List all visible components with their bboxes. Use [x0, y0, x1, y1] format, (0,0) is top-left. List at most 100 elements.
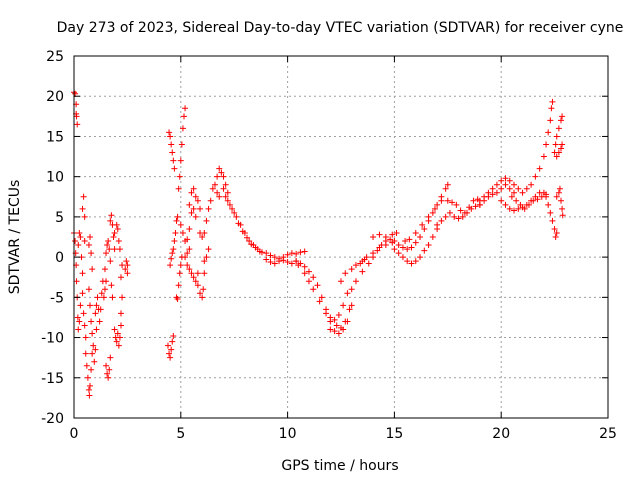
data-point	[365, 260, 372, 267]
data-point	[421, 247, 428, 254]
y-tick-label: 10	[46, 170, 64, 186]
y-tick-label: 25	[46, 49, 64, 65]
data-point	[276, 258, 283, 265]
data-point	[88, 366, 95, 373]
data-point	[111, 229, 118, 236]
data-point	[81, 322, 88, 329]
data-point	[107, 258, 114, 265]
data-point	[168, 141, 175, 148]
data-point	[461, 209, 468, 216]
data-point	[511, 207, 518, 214]
data-point	[97, 306, 104, 313]
data-point	[87, 382, 94, 389]
data-point	[117, 310, 124, 317]
data-point	[553, 133, 560, 140]
data-point	[293, 250, 300, 257]
data-point	[442, 185, 449, 192]
data-point	[124, 262, 131, 269]
data-point	[170, 246, 177, 253]
data-point	[199, 234, 206, 240]
data-point	[532, 173, 539, 180]
data-point	[389, 231, 396, 238]
data-point	[485, 193, 492, 200]
data-point	[455, 215, 462, 222]
data-point	[502, 175, 509, 182]
data-point	[85, 286, 92, 293]
data-point	[186, 225, 193, 232]
data-point	[446, 209, 453, 216]
data-point	[444, 197, 451, 204]
data-point	[85, 242, 92, 249]
data-point	[175, 185, 182, 192]
data-point	[76, 229, 83, 236]
data-point	[327, 318, 334, 325]
data-point	[352, 262, 359, 269]
y-tick-label: -5	[50, 290, 64, 306]
data-point	[338, 278, 344, 285]
data-point	[177, 157, 184, 164]
data-point	[231, 209, 238, 216]
data-point	[174, 295, 181, 302]
data-point	[382, 234, 389, 240]
data-point	[506, 205, 513, 212]
data-point	[81, 238, 88, 245]
data-point	[79, 270, 86, 277]
data-point	[123, 258, 130, 265]
data-point	[105, 238, 112, 245]
data-point	[340, 326, 347, 333]
data-point	[370, 250, 377, 257]
x-tick-label: 20	[492, 426, 510, 442]
data-point	[267, 258, 274, 265]
data-point	[214, 189, 221, 196]
data-point	[284, 251, 291, 258]
data-point	[207, 197, 214, 204]
data-point	[342, 270, 349, 277]
data-point	[331, 328, 338, 335]
data-point	[559, 212, 566, 219]
data-point	[412, 239, 419, 246]
data-point	[170, 157, 177, 164]
x-axis-label: GPS time / hours	[281, 458, 398, 474]
y-tick-label: 5	[55, 210, 64, 226]
data-point	[263, 256, 270, 263]
data-point	[256, 248, 263, 255]
data-point	[218, 169, 225, 176]
data-point	[203, 254, 210, 261]
data-point	[316, 298, 323, 305]
data-point	[177, 262, 184, 269]
data-point	[109, 294, 116, 301]
data-point	[453, 201, 460, 208]
data-point	[489, 191, 496, 198]
data-point	[523, 185, 530, 192]
data-point	[96, 318, 103, 325]
data-point	[545, 201, 552, 208]
data-point	[199, 294, 206, 301]
data-point	[192, 278, 199, 285]
data-point	[408, 244, 415, 251]
data-point	[171, 238, 178, 245]
data-point	[559, 205, 566, 212]
data-point	[82, 334, 89, 341]
data-point	[186, 246, 193, 253]
data-point	[197, 205, 204, 212]
data-point	[220, 173, 227, 180]
data-point	[92, 310, 99, 317]
data-point	[513, 197, 520, 204]
data-point	[113, 338, 120, 345]
data-point	[188, 270, 195, 277]
data-point	[323, 310, 330, 317]
data-point	[459, 213, 466, 220]
data-point	[224, 189, 231, 196]
data-point	[540, 153, 547, 160]
data-point	[498, 197, 505, 204]
data-point	[310, 274, 317, 281]
data-point	[74, 314, 81, 321]
data-point	[176, 173, 183, 180]
y-tick-label: 20	[46, 89, 64, 105]
data-point	[515, 185, 522, 192]
data-point	[425, 242, 432, 249]
data-point	[305, 268, 312, 275]
data-point	[558, 117, 565, 124]
data-point	[543, 141, 550, 148]
data-point	[301, 248, 308, 255]
